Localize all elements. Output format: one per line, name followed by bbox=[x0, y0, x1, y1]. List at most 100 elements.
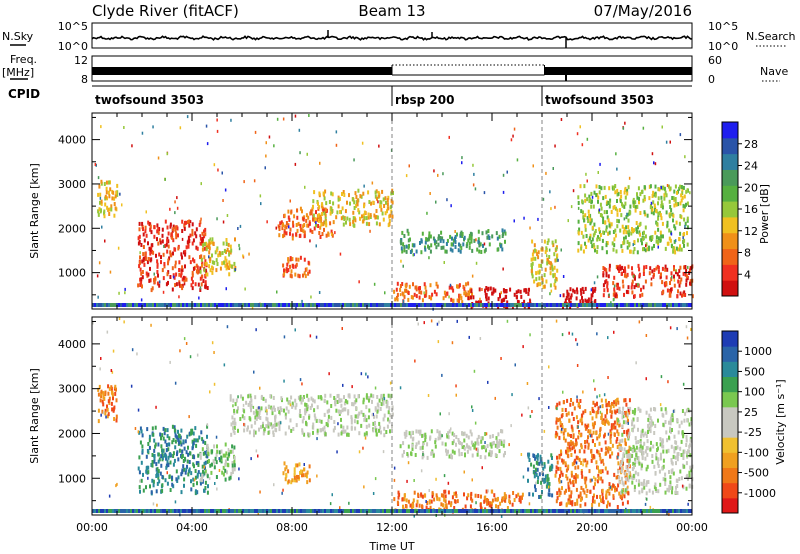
echo-cell bbox=[332, 428, 335, 433]
echo-cell bbox=[630, 303, 632, 307]
echo-cell bbox=[631, 409, 634, 414]
echo-cell bbox=[577, 425, 579, 429]
echo-cell bbox=[444, 442, 447, 447]
echo-cell bbox=[117, 246, 120, 250]
power-data bbox=[92, 113, 694, 311]
echo-cell bbox=[355, 195, 358, 199]
echo-cell bbox=[562, 390, 564, 394]
echo-cell bbox=[556, 455, 558, 460]
echo-cell bbox=[688, 484, 691, 489]
echo-cell bbox=[588, 431, 591, 435]
echo-cell bbox=[178, 268, 181, 272]
echo-cell bbox=[186, 459, 189, 464]
echo-cell bbox=[526, 509, 528, 513]
echo-cell bbox=[195, 443, 198, 448]
echo-cell bbox=[224, 459, 227, 464]
echo-cell bbox=[421, 231, 424, 236]
echo-cell bbox=[674, 446, 677, 451]
echo-cell bbox=[411, 430, 414, 435]
echo-cell bbox=[470, 289, 473, 294]
echo-cell bbox=[357, 394, 360, 398]
echo-cell bbox=[561, 472, 564, 477]
echo-cell bbox=[661, 125, 663, 129]
echo-cell bbox=[598, 208, 601, 212]
echo-cell bbox=[387, 195, 390, 200]
echo-cell bbox=[461, 156, 463, 160]
echo-cell bbox=[268, 509, 270, 513]
echo-cell bbox=[386, 403, 389, 408]
echo-cell bbox=[177, 437, 180, 442]
echo-cell bbox=[664, 407, 667, 412]
echo-cell bbox=[627, 232, 630, 237]
echo-cell bbox=[276, 117, 279, 121]
echo-cell bbox=[356, 198, 359, 203]
echo-cell bbox=[291, 257, 294, 261]
echo-cell bbox=[653, 244, 655, 248]
echo-cell bbox=[290, 269, 293, 274]
echo-cell bbox=[408, 509, 410, 513]
echo-cell bbox=[534, 248, 536, 253]
echo-cell bbox=[584, 440, 586, 444]
echo-cell bbox=[639, 439, 642, 443]
echo-cell bbox=[148, 509, 150, 513]
echo-cell bbox=[412, 509, 414, 513]
echo-cell bbox=[336, 394, 339, 398]
echo-cell bbox=[685, 408, 688, 413]
echo-cell bbox=[616, 429, 619, 434]
echo-cell bbox=[467, 281, 470, 286]
echo-cell bbox=[298, 274, 301, 279]
echo-cell bbox=[606, 288, 609, 293]
echo-cell bbox=[283, 230, 286, 235]
echo-cell bbox=[583, 184, 586, 189]
echo-cell bbox=[209, 257, 212, 262]
echo-cell bbox=[336, 400, 339, 404]
echo-cell bbox=[418, 290, 421, 295]
echo-cell bbox=[256, 406, 259, 411]
echo-cell bbox=[542, 284, 545, 289]
echo-cell bbox=[620, 460, 623, 465]
echo-cell bbox=[602, 196, 605, 201]
echo-cell bbox=[166, 152, 168, 156]
echo-cell bbox=[621, 224, 624, 229]
echo-cell bbox=[391, 412, 394, 417]
echo-cell bbox=[636, 417, 639, 421]
echo-cell bbox=[596, 332, 598, 336]
echo-cell bbox=[378, 303, 380, 307]
echo-cell bbox=[399, 287, 402, 292]
echo-cell bbox=[587, 435, 589, 440]
echo-cell bbox=[242, 303, 244, 307]
echo-cell bbox=[674, 249, 676, 252]
echo-cell bbox=[188, 467, 191, 472]
echo-cell bbox=[602, 421, 605, 425]
echo-cell bbox=[489, 434, 492, 439]
echo-cell bbox=[172, 227, 175, 232]
echo-cell bbox=[484, 292, 487, 296]
echo-cell bbox=[193, 259, 196, 264]
echo-cell bbox=[626, 212, 628, 216]
echo-cell bbox=[601, 488, 604, 493]
echo-cell bbox=[557, 466, 560, 471]
echo-cell bbox=[360, 509, 362, 513]
echo-cell bbox=[114, 509, 116, 513]
echo-cell bbox=[104, 408, 107, 413]
echo-cell bbox=[485, 297, 488, 302]
echo-cell bbox=[167, 447, 170, 452]
echo-cell bbox=[576, 287, 578, 292]
echo-cell bbox=[396, 509, 398, 513]
echo-cell bbox=[685, 435, 688, 439]
echo-cell bbox=[174, 283, 177, 287]
echo-cell bbox=[563, 490, 566, 495]
echo-cell bbox=[555, 417, 558, 422]
echo-cell bbox=[174, 260, 177, 265]
echo-cell bbox=[364, 509, 366, 513]
echo-cell bbox=[576, 474, 579, 479]
echo-cell bbox=[157, 230, 160, 235]
echo-cell bbox=[265, 424, 268, 429]
echo-cell bbox=[206, 474, 209, 479]
echo-cell bbox=[605, 403, 608, 408]
echo-cell bbox=[508, 443, 510, 447]
echo-cell bbox=[363, 417, 366, 422]
echo-cell bbox=[686, 188, 689, 193]
echo-cell bbox=[319, 235, 322, 239]
echo-cell bbox=[586, 509, 588, 513]
